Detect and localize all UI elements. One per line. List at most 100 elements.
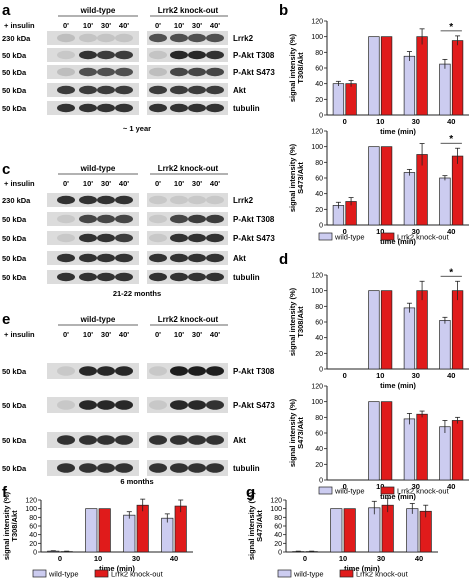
panel-letter-g: g (246, 484, 255, 501)
lane-label: 40' (210, 179, 220, 188)
band (149, 67, 167, 77)
x-tick-label: 40 (447, 227, 455, 236)
band (57, 400, 75, 410)
band (188, 195, 206, 205)
y-axis-label-ratio: T308/Akt (10, 510, 19, 542)
y-axis-label-ratio: S473/Akt (296, 162, 305, 194)
lane-label: 40' (210, 330, 220, 339)
y-tick-label: 80 (315, 160, 323, 167)
band (57, 463, 75, 473)
y-tick-label: 20 (29, 541, 37, 548)
y-tick-label: 80 (315, 415, 323, 422)
band (149, 233, 167, 243)
lane-label: 40' (210, 21, 220, 30)
x-tick-label: 10 (376, 482, 384, 491)
y-tick-label: 120 (25, 498, 37, 505)
blot-row-label: P-Akt S473 (233, 234, 275, 243)
legend-label-knock-out: Lrrk2 knock-out (356, 570, 409, 579)
blot-row-label: tubulin (233, 464, 260, 473)
x-tick-label: 30 (412, 482, 420, 491)
band (57, 103, 75, 113)
knock-out-header: Lrrk2 knock-out (158, 315, 219, 324)
bar-wild-type (332, 83, 345, 116)
band (57, 33, 75, 43)
y-tick-label: 40 (315, 191, 323, 198)
band (206, 366, 224, 376)
lane-label: 10' (174, 330, 184, 339)
blot-row-label: P-Akt T308 (233, 367, 275, 376)
band (206, 253, 224, 263)
x-tick-label: 10 (376, 227, 384, 236)
band (206, 214, 224, 224)
x-tick-label: 0 (343, 227, 347, 236)
y-tick-label: 40 (274, 532, 282, 539)
y-tick-label: 0 (278, 550, 282, 557)
band (97, 272, 115, 282)
band (115, 50, 133, 60)
x-tick-label: 10 (376, 117, 384, 126)
band (170, 67, 188, 77)
lane-label: 0' (155, 330, 161, 339)
bar-knock-out (380, 146, 393, 226)
panel-letter-e: e (2, 311, 10, 328)
y-tick-label: 40 (29, 532, 37, 539)
blot-row-label: Akt (233, 436, 246, 445)
band (97, 400, 115, 410)
y-tick-label: 0 (319, 367, 323, 374)
band (115, 400, 133, 410)
lane-label: 30' (101, 330, 111, 339)
band (97, 33, 115, 43)
bar-wild-type (403, 307, 416, 370)
y-tick-label: 100 (311, 399, 323, 406)
y-axis-label: signal intensity (%) (288, 33, 297, 102)
legend-swatch-knock-out (380, 232, 395, 241)
band (115, 33, 133, 43)
bar-knock-out (416, 36, 428, 116)
legend-label-wild-type: wild-type (334, 487, 365, 496)
kda-label: 50 kDa (2, 104, 27, 113)
y-tick-label: 100 (311, 288, 323, 295)
x-tick-label: 10 (339, 554, 347, 563)
blot-row-label: Akt (233, 254, 246, 263)
y-tick-label: 120 (311, 19, 323, 26)
lane-label: 10' (174, 21, 184, 30)
band (170, 195, 188, 205)
band (79, 463, 97, 473)
band (97, 103, 115, 113)
x-axis-label: time (min) (344, 564, 380, 573)
band (57, 435, 75, 445)
band (57, 214, 75, 224)
blot-row-label: P-Akt S473 (233, 401, 275, 410)
lane-label: 30' (192, 330, 202, 339)
band (188, 233, 206, 243)
band (149, 366, 167, 376)
band (97, 435, 115, 445)
band (170, 400, 188, 410)
band (170, 272, 188, 282)
band (188, 67, 206, 77)
y-tick-label: 100 (311, 34, 323, 41)
band (206, 463, 224, 473)
band (149, 272, 167, 282)
bar-knock-out (174, 505, 187, 553)
band (170, 463, 188, 473)
y-tick-label: 120 (270, 498, 282, 505)
kda-label: 50 kDa (2, 273, 27, 282)
lane-label: 30' (192, 21, 202, 30)
band (188, 400, 206, 410)
band (170, 253, 188, 263)
y-tick-label: 20 (315, 207, 323, 214)
blot-row-label: P-Akt S473 (233, 68, 275, 77)
band (206, 85, 224, 95)
lane-label: 30' (192, 179, 202, 188)
band (97, 463, 115, 473)
kda-label: 230 kDa (2, 196, 31, 205)
y-tick-label: 120 (311, 129, 323, 136)
band (79, 400, 97, 410)
lane-label: 40' (119, 330, 129, 339)
y-tick-label: 60 (315, 320, 323, 327)
bar-knock-out (380, 290, 393, 370)
band (79, 253, 97, 263)
x-tick-label: 30 (377, 554, 385, 563)
